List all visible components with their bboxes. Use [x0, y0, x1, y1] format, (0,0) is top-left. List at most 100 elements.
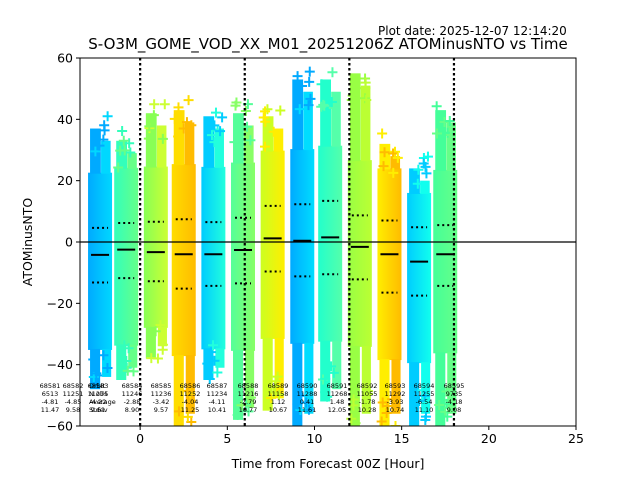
outlier-point [293, 388, 304, 399]
outlier-point [376, 416, 387, 426]
outlier-point [326, 97, 337, 108]
data-band [88, 172, 113, 350]
outlier-point [155, 320, 166, 331]
y-tick-label: 0 [65, 235, 73, 250]
outlier-point [272, 371, 283, 382]
outlier-point [377, 128, 388, 139]
outlier-point [431, 101, 442, 112]
outlier-point [303, 100, 314, 111]
data-band-tail-top [360, 85, 371, 162]
data-band [143, 166, 168, 328]
y-axis-label: ATOMinusNTO [20, 198, 35, 287]
outlier-point [202, 358, 213, 369]
orbit-stat: -1.78 [359, 398, 376, 406]
orbit-stat: -4.85 [65, 398, 82, 406]
orbit-stat: -4.11 [209, 398, 226, 406]
data-band-tail-bottom [292, 342, 303, 426]
orbit-stat: 68584 [122, 382, 143, 390]
outlier-point [181, 117, 192, 128]
outlier-point [117, 126, 128, 137]
orbit-stat: 1.12 [271, 398, 285, 406]
orbit-stat: -6.54 [416, 398, 433, 406]
orbit-stat: 9.58 [66, 406, 80, 414]
outlier-point [209, 355, 220, 366]
x-axis-label: Time from Forecast 00Z [Hour] [231, 456, 425, 471]
outlier-point [413, 164, 424, 175]
orbit-stat: 68586 [180, 382, 201, 390]
outlier-point [204, 374, 215, 385]
outlier-point [144, 121, 155, 132]
outlier-point [387, 394, 398, 405]
data-band-tail-top [184, 122, 195, 166]
plot-marks [88, 66, 458, 426]
outlier-point [444, 115, 455, 126]
x-tick-label: 0 [136, 431, 144, 446]
orbit-stat: 68593 [385, 382, 406, 390]
outlier-point [173, 406, 184, 417]
orbit-series-68584 [169, 95, 197, 426]
outlier-point [268, 126, 279, 137]
outlier-point [121, 356, 132, 367]
outlier-point [102, 362, 113, 373]
outlier-point [217, 112, 228, 123]
outlier-point [115, 145, 126, 156]
orbit-stat: 11.61 [298, 406, 317, 414]
orbit-stat: 68595 [444, 382, 465, 390]
orbit-series-68587 [258, 104, 286, 411]
data-band [347, 160, 372, 347]
outlier-point [99, 125, 110, 136]
outlier-point [390, 146, 401, 157]
outlier-point [326, 361, 337, 372]
orbit-stat: 9.61 [91, 406, 105, 414]
outlier-point [245, 135, 256, 146]
data-band-tail-bottom [349, 345, 360, 426]
outlier-point [304, 66, 315, 77]
data-band-tail-top [116, 140, 128, 169]
outlier-point [420, 415, 431, 426]
data-band-tail-bottom [173, 355, 184, 426]
orbit-series-68592 [407, 151, 433, 426]
outlier-point [347, 90, 358, 101]
data-band-tail-bottom [435, 352, 446, 426]
orbit-series-68583 [143, 99, 170, 364]
data-band-tail-bottom [233, 349, 244, 420]
orbit-stat: 11275 [88, 390, 109, 398]
outlier-point [292, 71, 303, 82]
data-band-tail-bottom [304, 342, 314, 414]
outlier-point [441, 398, 452, 409]
outlier-point [150, 326, 161, 337]
orbit-stat: 11055 [357, 390, 378, 398]
x-tick-label: 10 [307, 431, 323, 446]
stat-label: Orbit [89, 382, 106, 390]
outlier-point [208, 340, 219, 351]
outlier-point [209, 120, 220, 131]
outlier-point [178, 123, 189, 134]
orbit-stat: 11158 [268, 390, 289, 398]
data-band-tail-bottom [262, 337, 273, 411]
outlier-point [319, 100, 330, 111]
orbit-stat: 0.41 [300, 398, 314, 406]
stat-label: N obs [89, 390, 108, 398]
data-band-tail-bottom [245, 349, 255, 408]
orbit-stat: 68582 [63, 382, 84, 390]
outlier-point [94, 140, 105, 151]
orbit-stat: 9.57 [154, 406, 168, 414]
orbit-stat: 68587 [207, 382, 228, 390]
orbit-series-68589 [316, 67, 343, 402]
orbit-stat: -2.88 [124, 398, 141, 406]
orbit-stat: 68589 [268, 382, 289, 390]
x-tick-label: 15 [394, 431, 410, 446]
outlier-point [377, 397, 388, 408]
data-band-tail-top [203, 116, 215, 168]
outlier-point [209, 137, 220, 148]
orbit-stat: 68594 [414, 382, 435, 390]
orbit-stat: 11.25 [181, 406, 200, 414]
outlier-point [149, 99, 160, 110]
outlier-point [328, 102, 339, 113]
orbit-stat: -4.81 [42, 398, 59, 406]
outlier-point [212, 367, 223, 378]
orbit-stat: -4.04 [182, 398, 199, 406]
outlier-point [294, 390, 305, 401]
outlier-point [102, 111, 113, 122]
